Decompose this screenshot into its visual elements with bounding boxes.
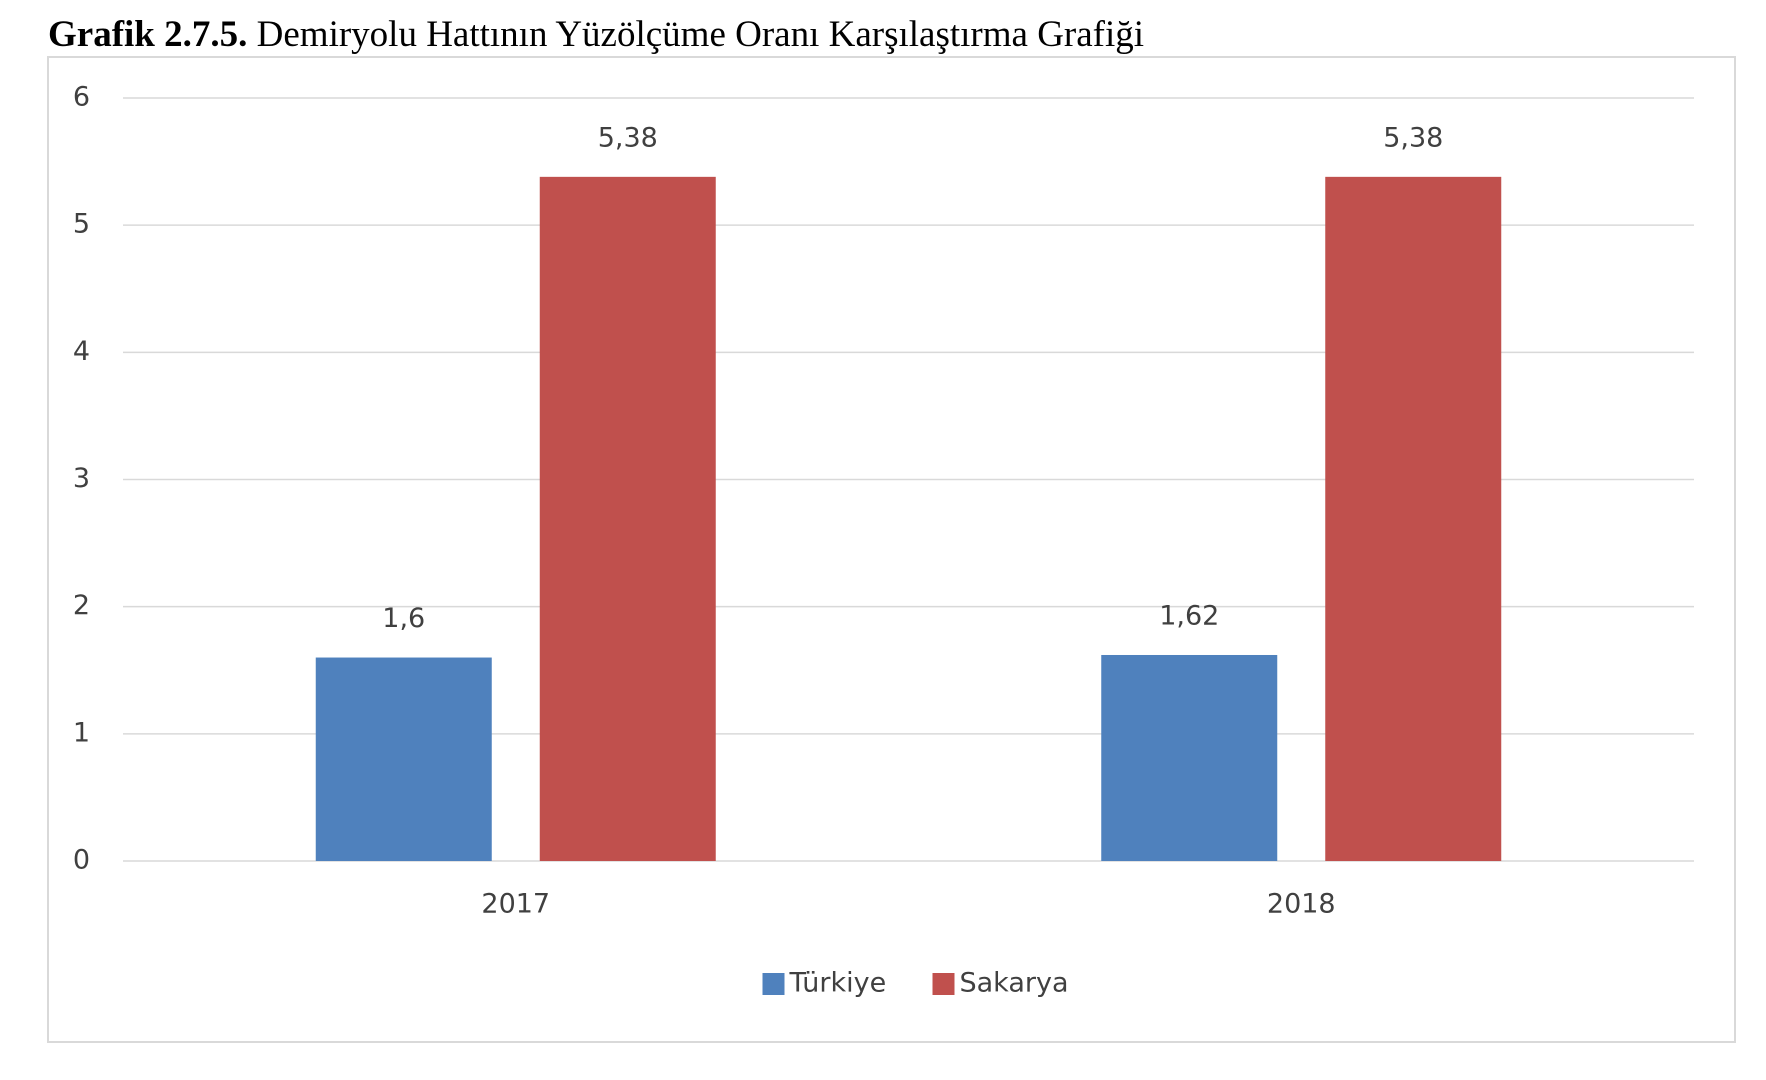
y-tick-label: 6 — [73, 82, 90, 113]
chart-title-line: Grafik 2.7.5. Demiryolu Hattının Yüzölçü… — [48, 14, 1144, 55]
bar — [1101, 654, 1278, 861]
y-tick-label: 2 — [73, 590, 90, 621]
figure-label: Grafik 2.7.5. — [48, 14, 247, 55]
value-label: 1,6 — [382, 603, 425, 634]
y-tick-label: 3 — [73, 463, 90, 494]
y-tick-label: 4 — [73, 336, 90, 367]
bar — [539, 176, 716, 862]
bar — [315, 657, 492, 861]
y-tick-label: 1 — [73, 717, 90, 748]
value-label: 1,62 — [1159, 600, 1219, 631]
y-tick-label: 0 — [73, 845, 90, 876]
legend-label: Türkiye — [789, 968, 887, 999]
x-tick-label: 2018 — [1267, 889, 1336, 920]
legend-label: Sakarya — [960, 968, 1069, 999]
chart-title: Demiryolu Hattının Yüzölçüme Oranı Karşı… — [257, 14, 1144, 55]
value-label: 5,38 — [1383, 122, 1443, 153]
legend-swatch — [762, 973, 785, 995]
bar — [1325, 176, 1502, 862]
legend-swatch — [932, 973, 955, 995]
y-tick-label: 5 — [73, 209, 90, 240]
x-tick-label: 2017 — [481, 889, 550, 920]
value-label: 5,38 — [598, 122, 658, 153]
